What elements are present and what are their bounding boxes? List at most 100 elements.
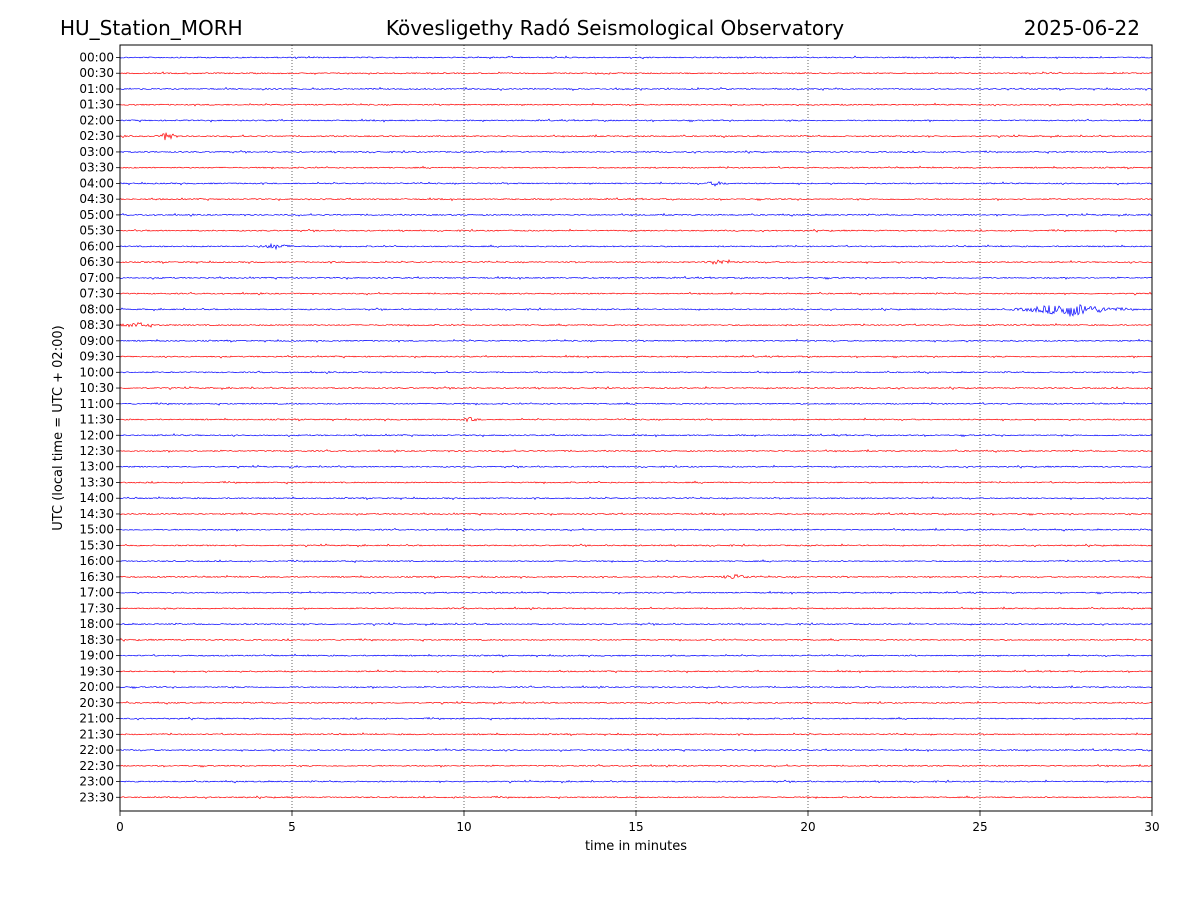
trace-1100	[119, 401, 1153, 406]
x-tick-label: 5	[288, 820, 296, 834]
trace-1500	[119, 527, 1153, 532]
y-tick-label: 11:30	[79, 413, 114, 427]
y-tick-label: 07:00	[79, 271, 114, 285]
trace-2300	[119, 779, 1153, 784]
y-tick-label: 09:00	[79, 334, 114, 348]
trace-0300	[119, 149, 1153, 154]
trace-0930	[119, 354, 1153, 359]
y-tick-label: 22:30	[79, 759, 114, 773]
y-tick-label: 02:00	[79, 113, 114, 127]
trace-1430	[119, 511, 1153, 517]
y-tick-label: 01:00	[79, 82, 114, 96]
y-tick-label: 04:30	[79, 192, 114, 206]
trace-1000	[119, 370, 1153, 375]
y-tick-label: 15:00	[79, 523, 114, 537]
y-tick-label: 23:00	[79, 775, 114, 789]
trace-0200	[119, 118, 1153, 123]
y-tick-label: 07:30	[79, 287, 114, 301]
y-tick-label: 21:00	[79, 712, 114, 726]
y-tick-label: 08:30	[79, 318, 114, 332]
x-tick-label: 15	[628, 820, 643, 834]
trace-2030	[119, 700, 1153, 705]
y-tick-label: 04:00	[79, 176, 114, 190]
vertical-grid	[291, 45, 981, 811]
y-tick-label: 08:00	[79, 302, 114, 316]
trace-1130	[119, 416, 1153, 423]
trace-2000	[119, 685, 1153, 690]
trace-0430	[119, 197, 1153, 202]
trace-1600	[119, 559, 1153, 564]
y-tick-label: 19:00	[79, 649, 114, 663]
x-tick-label: 25	[972, 820, 987, 834]
trace-0030	[119, 71, 1153, 75]
y-tick-label: 02:30	[79, 129, 114, 143]
x-axis-label: time in minutes	[585, 839, 687, 854]
trace-2100	[119, 716, 1153, 721]
y-tick-label: 22:00	[79, 743, 114, 757]
trace-0000	[119, 55, 1153, 60]
trace-1800	[119, 622, 1153, 627]
y-tick-label: 15:30	[79, 538, 114, 552]
x-tick-label: 0	[116, 820, 124, 834]
y-tick-label: 18:30	[79, 633, 114, 647]
y-tick-label: 05:00	[79, 208, 114, 222]
trace-0500	[119, 212, 1153, 217]
y-tick-label: 10:30	[79, 381, 114, 395]
y-tick-label: 17:00	[79, 586, 114, 600]
y-tick-label: 13:30	[79, 475, 114, 489]
y-tick-label: 13:00	[79, 460, 114, 474]
y-axis-label: UTC (local time = UTC + 02:00)	[51, 325, 66, 530]
y-tick-label: 14:30	[79, 507, 114, 521]
trace-0730	[119, 291, 1153, 296]
chart-date: 2025-06-22	[1024, 16, 1140, 40]
trace-0630	[119, 259, 1153, 265]
plot-frame	[119, 44, 1153, 812]
y-tick-label: 18:00	[79, 617, 114, 631]
trace-1230	[119, 448, 1153, 453]
trace-2130	[119, 732, 1153, 737]
trace-1630	[119, 573, 1153, 579]
y-tick-label: 23:30	[79, 790, 114, 804]
trace-0830	[119, 322, 1153, 328]
station-name: HU_Station_MORH	[60, 16, 243, 40]
y-tick-label: 20:30	[79, 696, 114, 710]
trace-1330	[119, 480, 1153, 485]
trace-1030	[119, 385, 1153, 391]
trace-1530	[119, 543, 1153, 548]
trace-2330	[119, 795, 1153, 800]
trace-0400	[119, 180, 1153, 187]
y-tick-label: 12:00	[79, 428, 114, 442]
trace-1730	[119, 606, 1153, 611]
y-tick-label: 06:00	[79, 239, 114, 253]
y-tick-label: 05:30	[79, 224, 114, 238]
trace-1700	[119, 590, 1153, 595]
y-tick-label: 20:00	[79, 680, 114, 694]
y-tick-label: 03:30	[79, 161, 114, 175]
trace-1830	[119, 638, 1153, 642]
trace-1300	[119, 464, 1153, 469]
trace-0130	[119, 102, 1153, 107]
trace-group	[119, 55, 1153, 800]
y-tick-label: 12:30	[79, 444, 114, 458]
y-tick-label: 00:00	[79, 51, 114, 65]
x-tick-label: 30	[1144, 820, 1159, 834]
y-tick-label: 00:30	[79, 66, 114, 80]
trace-0230	[119, 132, 1153, 141]
trace-0530	[119, 228, 1153, 233]
trace-1930	[119, 669, 1153, 674]
y-tick-label: 06:30	[79, 255, 114, 269]
trace-0800	[119, 304, 1153, 317]
trace-1900	[119, 653, 1153, 658]
y-tick-label: 17:30	[79, 601, 114, 615]
y-tick-label: 14:00	[79, 491, 114, 505]
x-tick-label: 20	[800, 820, 815, 834]
y-tick-label: 21:30	[79, 727, 114, 741]
x-tick-label: 10	[456, 820, 471, 834]
trace-0700	[119, 275, 1153, 280]
trace-2200	[119, 747, 1153, 753]
y-tick-label: 01:30	[79, 98, 114, 112]
trace-0900	[119, 338, 1153, 343]
trace-0330	[119, 165, 1153, 170]
x-tick-labels: 0 5 10 15 20 25 30	[116, 811, 1160, 834]
